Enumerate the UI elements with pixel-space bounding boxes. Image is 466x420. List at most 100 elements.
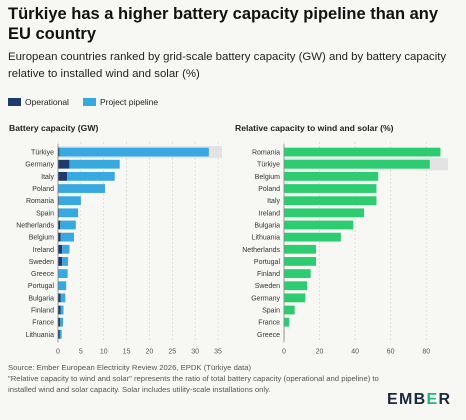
left-category-label-greece: Greece [31, 271, 54, 278]
left-tick-label: 10 [100, 348, 108, 355]
chart-subtitle: European countries ranked by grid-scale … [8, 51, 447, 80]
charts-canvas: Battery capacity (GW) 0 5 10 15 20 25 30 35 Türki… [9, 123, 448, 355]
left-tick-label: 20 [146, 348, 154, 355]
right-bar-lithuania [284, 232, 341, 242]
left-bar-operational-france [58, 317, 61, 327]
logo-accent: E [426, 391, 439, 408]
source-text: Source: Ember European Electricity Revie… [8, 363, 252, 372]
left-category-label-belgium: Belgium [29, 235, 54, 242]
right-tick-label: 40 [351, 348, 359, 355]
right-bar-germany [284, 293, 306, 303]
left-bar-project-pipeline-sweden [62, 257, 69, 266]
left-bar-project-pipeline-greece [58, 269, 68, 278]
left-bar-project-pipeline-turkiye [59, 147, 209, 157]
right-bar-poland [284, 184, 377, 193]
right-category-label-france: France [258, 320, 280, 327]
left-bar-operational-italy [58, 171, 68, 181]
left-tick-label: 35 [214, 348, 222, 355]
right-category-label-germany: Germany [251, 295, 280, 302]
left-tick-label: 0 [56, 348, 60, 355]
left-category-label-finland: Finland [31, 308, 54, 315]
right-category-label-finland: Finland [257, 271, 280, 278]
right-category-label-portugal: Portugal [254, 259, 281, 266]
left-tick-label: 30 [191, 348, 199, 355]
legend-label-operational: Operational [25, 97, 69, 107]
left-bar-project-pipeline-belgium [60, 232, 74, 242]
right-tick-label: 80 [422, 348, 430, 355]
source-notes: Source: Ember European Electricity Revie… [8, 362, 398, 395]
legend-swatch-pipeline [82, 98, 96, 106]
left-bar-project-pipeline-france [60, 317, 64, 327]
left-category-label-turkiye: Türkiye [31, 150, 54, 157]
left-bar-operational-bulgaria [58, 293, 61, 303]
right-bar-spain [284, 305, 295, 315]
left-bar-project-pipeline-germany [69, 159, 120, 169]
left-chart-battery-capacity: Battery capacity (GW) 0 5 10 15 20 25 30 35 Türki… [9, 123, 222, 355]
left-bar-operational-lithuania [58, 329, 60, 339]
right-bar-france [284, 317, 290, 327]
right-category-label-romania: Romania [252, 150, 280, 157]
left-bar-operational-sweden [58, 257, 63, 266]
legend-item-operational: Operational [8, 97, 69, 107]
right-bar-belgium [284, 171, 379, 181]
right-tick-label: 20 [316, 348, 324, 355]
left-tick-label: 15 [123, 348, 131, 355]
left-category-label-italy: Italy [41, 174, 54, 181]
right-bar-italy [284, 196, 377, 206]
right-bar-finland [284, 269, 311, 278]
left-bar-project-pipeline-romania [58, 196, 81, 206]
left-category-label-france: France [32, 320, 54, 327]
right-category-label-bulgaria: Bulgaria [254, 222, 280, 229]
left-bar-operational-germany [58, 159, 70, 169]
left-category-label-romania: Romania [26, 198, 54, 205]
left-category-label-spain: Spain [36, 210, 54, 217]
left-bar-project-pipeline-bulgaria [60, 293, 66, 303]
left-category-label-lithuania: Lithuania [26, 332, 55, 339]
right-bar-romania [284, 147, 441, 157]
left-tick-label: 5 [79, 348, 83, 355]
right-tick-label: 60 [387, 348, 395, 355]
left-bar-project-pipeline-spain [58, 208, 79, 218]
left-category-label-bulgaria: Bulgaria [28, 295, 54, 302]
right-chart-relative-capacity: Relative capacity to wind and solar (%) 0… [235, 123, 448, 355]
right-bar-netherlands [284, 244, 316, 254]
ember-logo: EMBER [387, 391, 451, 409]
right-category-label-turkiye: Türkiye [257, 162, 280, 169]
right-category-label-spain: Spain [262, 308, 280, 315]
left-bar-operational-ireland [58, 244, 63, 254]
left-bar-project-pipeline-poland [58, 184, 106, 193]
right-category-label-sweden: Sweden [255, 283, 280, 290]
right-category-label-greece: Greece [257, 332, 280, 339]
logo-part-2: R [438, 391, 452, 408]
left-category-label-netherlands: Netherlands [16, 222, 54, 229]
left-tick-label: 25 [168, 348, 176, 355]
left-bar-project-pipeline-lithuania [59, 329, 62, 339]
legend: Operational Project pipeline [8, 97, 172, 107]
right-bar-turkiye [284, 159, 430, 169]
right-axis-title: Relative capacity to wind and solar (%) [235, 123, 394, 133]
right-category-label-belgium: Belgium [255, 174, 280, 181]
left-axis-title: Battery capacity (GW) [9, 123, 98, 133]
right-tick-label: 0 [282, 348, 286, 355]
left-bar-operational-spain [58, 208, 59, 218]
right-bar-sweden [284, 281, 308, 291]
left-bar-operational-finland [58, 305, 61, 315]
chart-title: Türkiye has a higher battery capacity pi… [8, 5, 439, 43]
left-bar-operational-romania [58, 196, 59, 206]
left-bar-operational-belgium [58, 232, 61, 242]
left-category-label-portugal: Portugal [28, 283, 55, 290]
left-category-label-sweden: Sweden [29, 259, 54, 266]
right-category-label-poland: Poland [258, 186, 280, 193]
logo-part-1: EMB [387, 391, 427, 408]
right-category-label-netherlands: Netherlands [242, 247, 280, 254]
footnote-text: "Relative capacity to wind and solar" re… [8, 374, 379, 394]
legend-item-pipeline: Project pipeline [82, 97, 158, 107]
right-category-label-ireland: Ireland [259, 210, 281, 217]
left-bar-project-pipeline-portugal [58, 281, 67, 291]
left-bar-operational-turkiye [58, 147, 60, 157]
left-category-label-germany: Germany [25, 162, 54, 169]
left-category-label-poland: Poland [32, 186, 54, 193]
left-bar-operational-netherlands [58, 220, 61, 230]
right-bar-bulgaria [284, 220, 354, 230]
right-bar-portugal [284, 257, 316, 266]
